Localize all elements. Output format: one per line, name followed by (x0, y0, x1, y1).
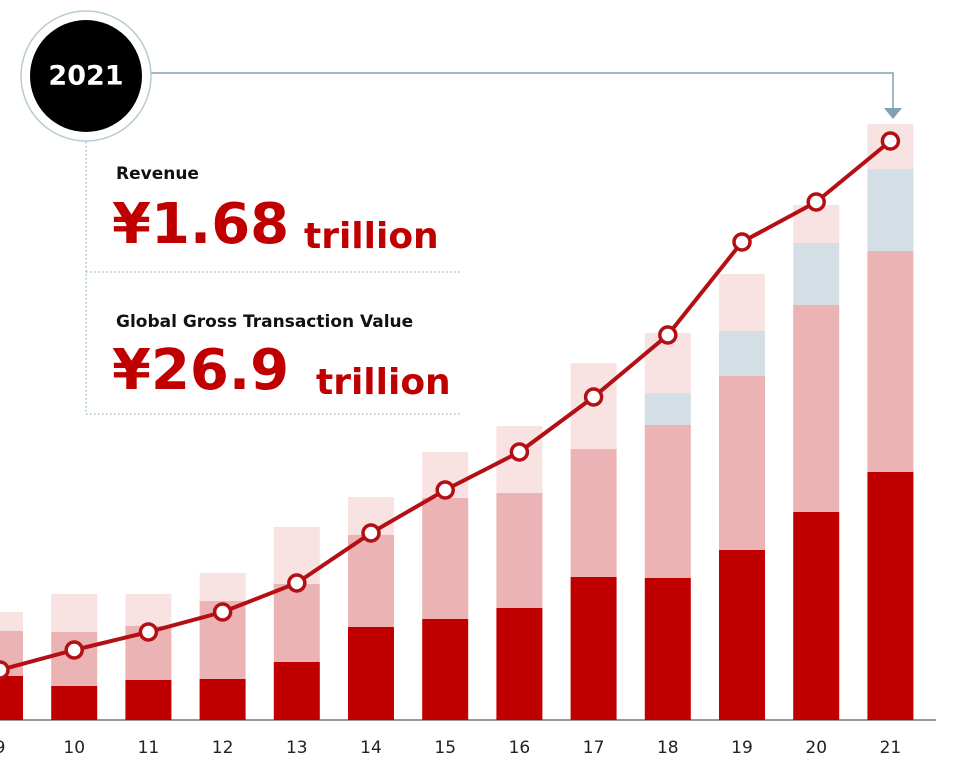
revenue-label: Revenue (116, 164, 199, 184)
bar-segment (422, 619, 469, 720)
x-tick-label: 15 (434, 738, 456, 758)
badge (30, 20, 142, 132)
bar-segment (570, 577, 617, 720)
year: 2021 (48, 61, 123, 92)
x-tick-label: 14 (360, 738, 382, 758)
x-tick-label: 16 (509, 738, 531, 758)
bar-segment (0, 676, 23, 720)
x-tick-label: 21 (880, 738, 902, 758)
line-point (658, 325, 678, 345)
line-point (583, 387, 604, 407)
bar-segment (199, 679, 246, 720)
bar-segment (125, 594, 172, 626)
bar-segment (793, 305, 840, 512)
bar-segment (793, 512, 840, 720)
bar-segment (719, 376, 765, 550)
bar-segment (719, 550, 765, 720)
bar-segment (0, 612, 23, 631)
x-tick-label: 19 (731, 738, 753, 758)
line-point (0, 660, 10, 680)
bar-segment (867, 251, 914, 472)
arrow (884, 108, 902, 119)
revenue-unit: trillion (304, 216, 439, 257)
bar-segment (867, 472, 914, 720)
bar-segment (570, 449, 617, 577)
line-point (64, 640, 84, 660)
bar-segment (644, 425, 691, 578)
bar-segment (199, 573, 246, 601)
line-point (509, 442, 530, 462)
x-tick-label: 18 (657, 738, 679, 758)
bar-segment (273, 584, 320, 662)
line-point (806, 192, 826, 212)
bar-segment (51, 686, 98, 720)
plot: 9 10 11 12 13 14 15 16 17 18 19 20 21 (0, 124, 936, 758)
bar-segment (51, 594, 98, 632)
gtv-label: Global Gross Transaction Value (116, 312, 413, 332)
bar-segment (867, 169, 914, 251)
gtv-value: ¥26.9 (112, 338, 289, 403)
bar-segment (422, 498, 469, 619)
x-tick-label: 9 (0, 738, 5, 758)
bar-segment (719, 331, 765, 376)
connector (150, 72, 894, 108)
x-tick-label: 13 (286, 738, 308, 758)
line-point (732, 232, 752, 252)
line-point (361, 523, 381, 543)
gtv-unit: trillion (316, 362, 451, 403)
callout: 2021 Revenue ¥1.68 trillion Global Gross… (20, 10, 902, 415)
x-tick-label: 17 (583, 738, 605, 758)
bar-segment (793, 243, 840, 305)
bar-segment (273, 662, 320, 720)
bar-segment (496, 493, 543, 608)
line-point (212, 602, 233, 622)
bar-segment (348, 627, 394, 720)
bar-segment (348, 535, 394, 627)
bar-segment (644, 578, 691, 720)
x-tick-label: 10 (63, 738, 85, 758)
x-tick-label: 20 (805, 738, 827, 758)
line-point (287, 573, 307, 593)
revenue-value: ¥1.68 (112, 192, 289, 257)
line-point (138, 622, 159, 642)
line-point (880, 131, 901, 151)
bar-segment (125, 680, 172, 720)
x-tick-label: 11 (138, 738, 160, 758)
bar-segment (496, 608, 543, 720)
bar-segment (644, 393, 691, 425)
bar-segment (719, 274, 765, 331)
line-point (435, 480, 455, 500)
x-tick-label: 12 (212, 738, 234, 758)
